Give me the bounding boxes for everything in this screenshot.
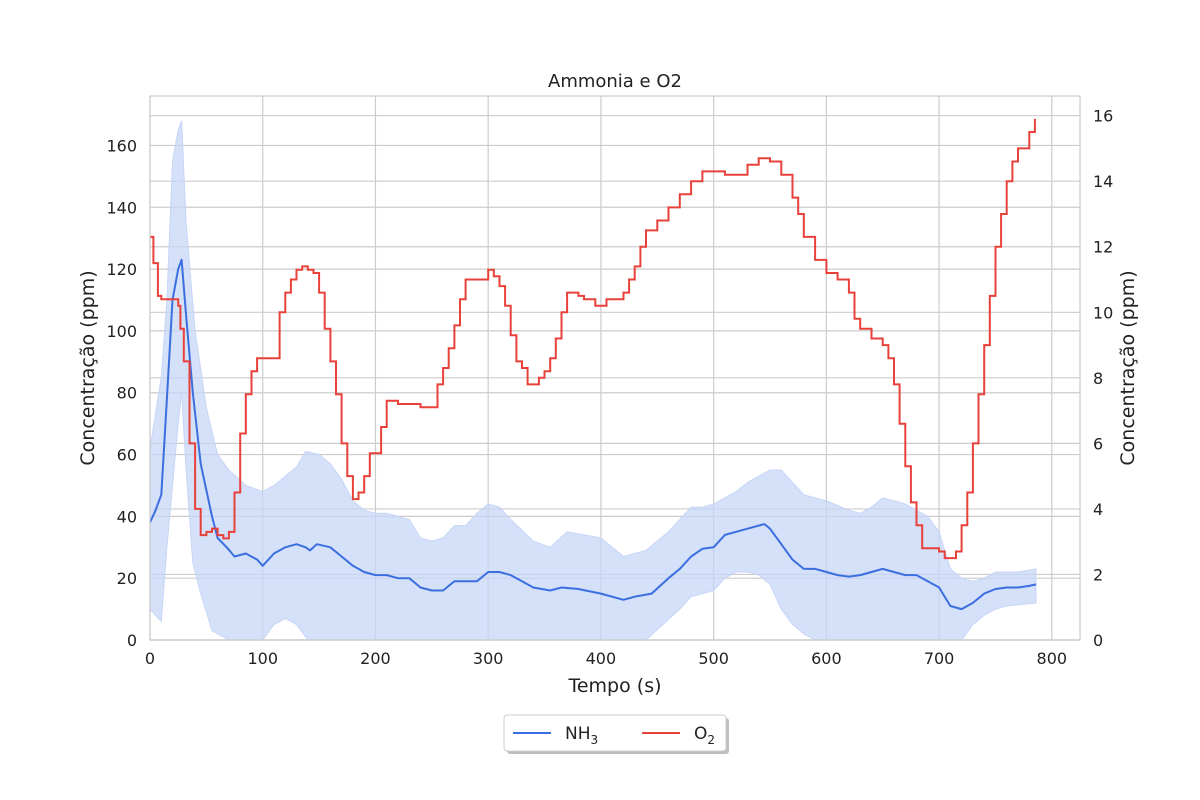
y-left-tick-label: 40: [117, 507, 137, 526]
x-tick-label: 400: [586, 649, 617, 668]
y-right-tick-label: 2: [1093, 565, 1103, 584]
y-right-tick-label: 14: [1093, 172, 1113, 191]
x-tick-label: 500: [698, 649, 729, 668]
y-right-axis-ticks: 0 2 4 6 8 10 12 14 16: [1093, 107, 1113, 650]
legend-box: [503, 714, 727, 752]
x-tick-label: 0: [145, 649, 155, 668]
x-tick-label: 200: [360, 649, 391, 668]
y-right-tick-label: 10: [1093, 303, 1113, 322]
legend: NH3 O2: [503, 714, 729, 754]
y-right-tick-label: 0: [1093, 631, 1103, 650]
x-tick-label: 300: [473, 649, 504, 668]
series-lines: [149, 118, 1037, 611]
x-axis-ticks: 0 100 200 300 400 500 600 700 800: [145, 649, 1067, 668]
y-right-tick-label: 16: [1093, 107, 1113, 126]
x-tick-label: 700: [924, 649, 955, 668]
y-left-tick-label: 120: [106, 260, 137, 279]
y-right-tick-label: 6: [1093, 434, 1103, 453]
legend-nh3-label: NH3: [565, 724, 598, 747]
y-left-tick-label: 80: [117, 384, 137, 403]
y-right-tick-label: 8: [1093, 369, 1103, 388]
y-left-tick-label: 140: [106, 198, 137, 217]
plot-frame: [149, 95, 1081, 641]
nh3-line: [149, 258, 1037, 611]
o2-step-line: [150, 118, 1036, 560]
y-left-tick-label: 0: [127, 631, 137, 650]
y-left-tick-label: 20: [117, 569, 137, 588]
x-tick-label: 800: [1037, 649, 1068, 668]
y-right-tick-label: 4: [1093, 500, 1103, 519]
y-left-axis-title: Concentração (ppm): [77, 270, 99, 465]
y-left-tick-label: 60: [117, 446, 137, 465]
chart-title: Ammonia e O2: [548, 71, 682, 92]
y-right-tick-label: 12: [1093, 238, 1113, 257]
y-left-axis-ticks: 0 20 40 60 80 100 120 140 160: [106, 136, 137, 650]
x-axis-title: Tempo (s): [567, 675, 661, 697]
x-tick-label: 600: [811, 649, 842, 668]
y-left-tick-label: 100: [106, 322, 137, 341]
legend-o2-label: O2: [694, 724, 715, 747]
y-left-tick-label: 160: [106, 136, 137, 155]
y-right-axis-title: Concentração (ppm): [1117, 270, 1139, 465]
x-tick-label: 100: [247, 649, 278, 668]
